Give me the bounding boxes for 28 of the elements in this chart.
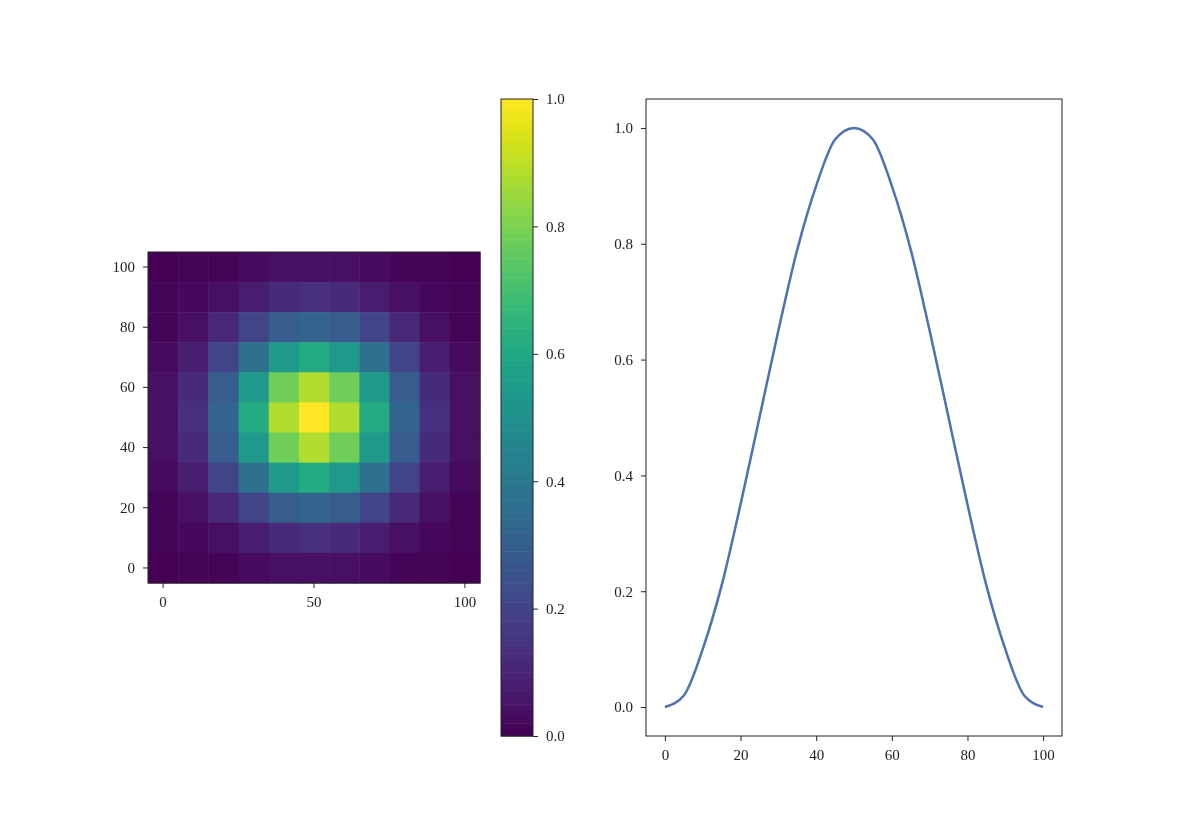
x-tick-label: 20 xyxy=(733,746,749,763)
y-tick-label: 0.8 xyxy=(614,236,633,253)
y-tick-label: 0.0 xyxy=(614,699,633,716)
y-tick-label: 80 xyxy=(120,319,135,336)
y-tick-label: 0 xyxy=(127,559,135,576)
color-bar-label: 0.2 xyxy=(546,600,565,617)
y-tick-label: 40 xyxy=(120,439,135,456)
x-tick-label: 60 xyxy=(884,746,900,763)
x-tick-label: 0 xyxy=(159,593,167,610)
x-tick-label: 0 xyxy=(661,746,670,763)
color-bar-label: 0.6 xyxy=(546,346,566,363)
line-series xyxy=(663,126,1045,709)
y-tick-label: 0.2 xyxy=(614,583,633,600)
x-tick-label: 100 xyxy=(453,593,477,610)
y-tick-label: 0.6 xyxy=(614,351,634,368)
y-tick-label: 20 xyxy=(120,499,135,516)
color-bar-label: 1.0 xyxy=(546,91,565,108)
y-tick-label: 0.4 xyxy=(614,467,634,484)
y-tick-label: 60 xyxy=(120,379,135,396)
color-bar-label: 0.8 xyxy=(546,218,565,235)
color-bar-label: 0.0 xyxy=(546,728,565,745)
x-tick-label: 40 xyxy=(809,746,825,763)
x-tick-label: 100 xyxy=(1032,746,1055,763)
x-tick-label: 50 xyxy=(306,593,322,610)
y-tick-label: 100 xyxy=(112,258,135,275)
x-tick-label: 80 xyxy=(960,746,976,763)
color-bar-label: 0.4 xyxy=(546,473,566,490)
y-tick-label: 1.0 xyxy=(614,120,633,137)
